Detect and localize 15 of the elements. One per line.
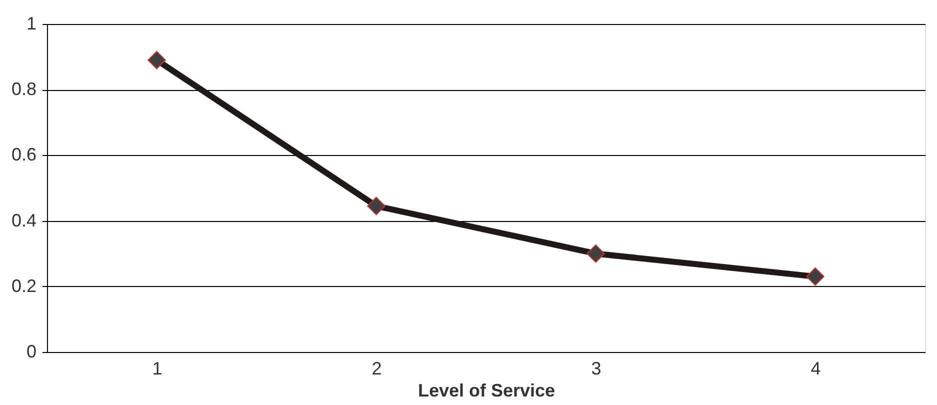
x-axis-title: Level of Service	[418, 380, 556, 400]
point	[586, 244, 605, 263]
y-tick-label: 0	[26, 342, 36, 362]
x-tick-label: 3	[591, 358, 602, 378]
point	[367, 196, 386, 216]
y-tick-label: 0.2	[11, 276, 36, 296]
x-tick-label: 4	[810, 358, 821, 378]
y-tick-label: 0.4	[11, 210, 36, 230]
point	[806, 267, 824, 286]
x-tick-label: 2	[372, 358, 382, 378]
y-tick-label: 0.8	[11, 79, 36, 100]
point	[148, 50, 166, 70]
y-tick-label: 1	[26, 14, 36, 34]
x-tick-label: 1	[152, 358, 162, 378]
y-tick-label: 0.6	[11, 144, 36, 165]
